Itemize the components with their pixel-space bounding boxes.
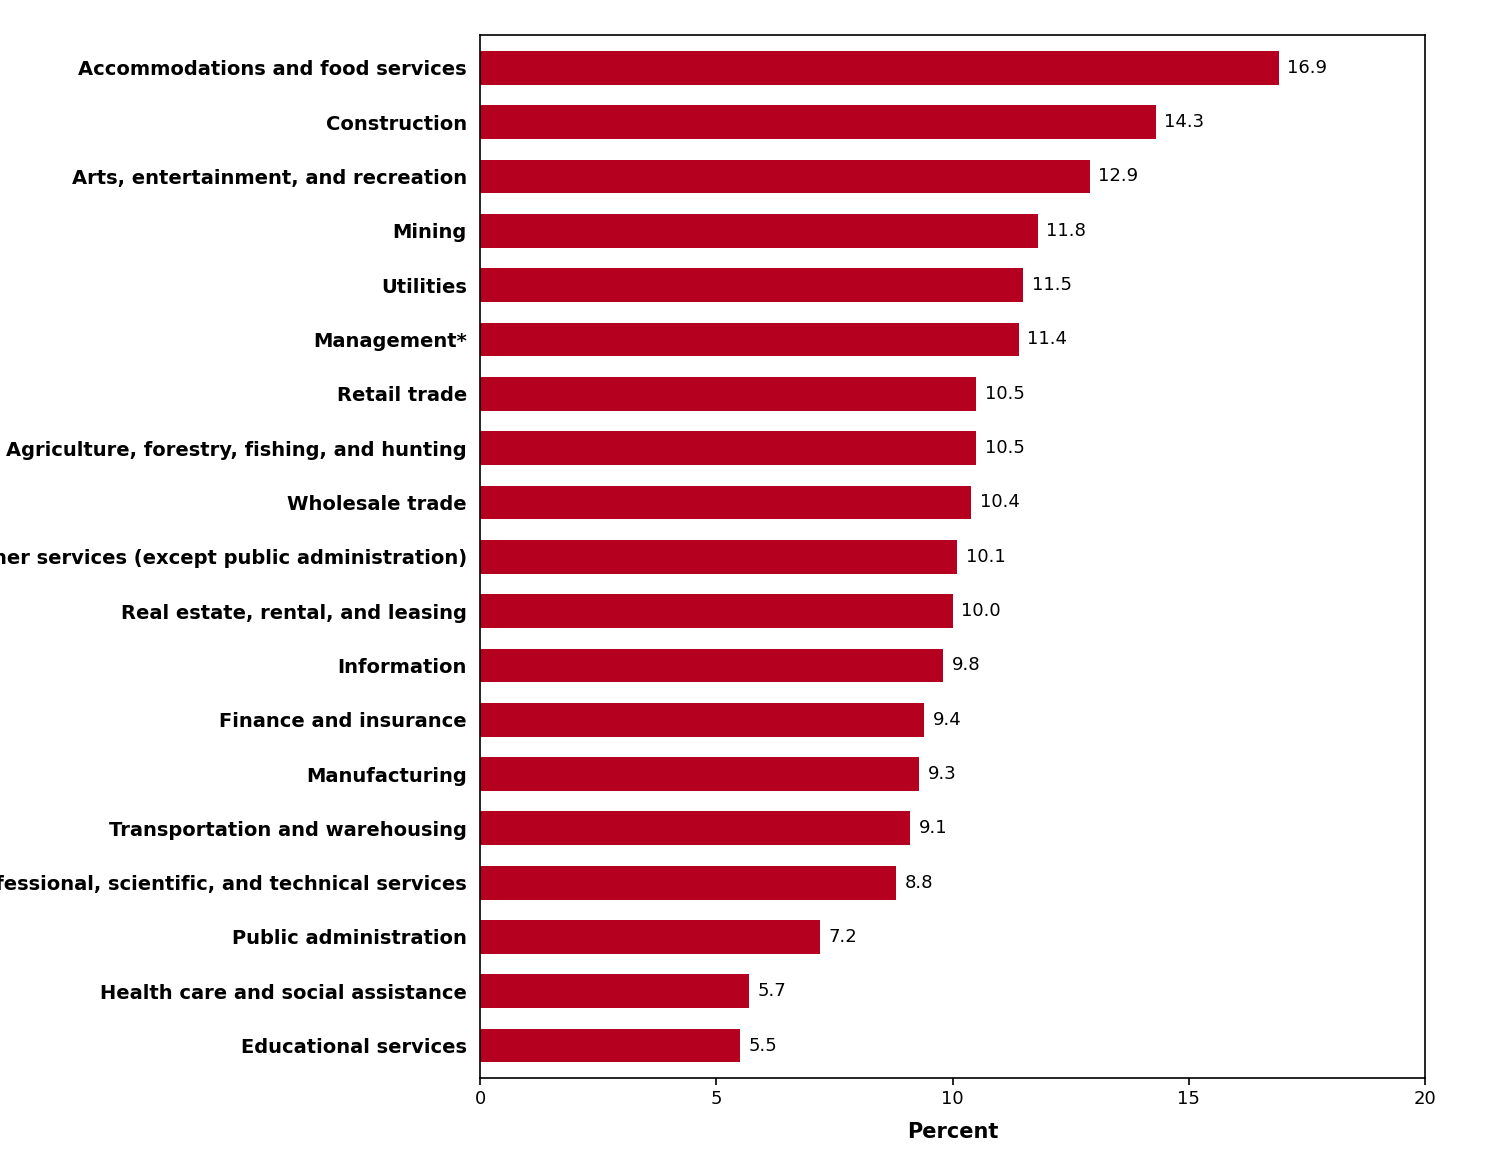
Text: 11.4: 11.4 bbox=[1028, 331, 1066, 348]
Text: 10.4: 10.4 bbox=[980, 493, 1020, 511]
Text: 8.8: 8.8 bbox=[904, 873, 933, 892]
Text: 11.5: 11.5 bbox=[1032, 277, 1072, 294]
Bar bbox=[480, 757, 920, 791]
Text: 5.5: 5.5 bbox=[748, 1037, 777, 1055]
X-axis label: Percent: Percent bbox=[908, 1122, 998, 1142]
Bar bbox=[480, 594, 952, 628]
Text: 10.0: 10.0 bbox=[962, 602, 1000, 620]
Text: 14.3: 14.3 bbox=[1164, 113, 1204, 131]
Text: 10.1: 10.1 bbox=[966, 547, 1005, 566]
Bar bbox=[480, 431, 976, 465]
Text: 5.7: 5.7 bbox=[758, 982, 786, 1001]
Text: 12.9: 12.9 bbox=[1098, 168, 1138, 185]
Bar bbox=[480, 50, 1278, 84]
Text: 16.9: 16.9 bbox=[1287, 59, 1328, 76]
Text: 9.4: 9.4 bbox=[933, 710, 962, 729]
Bar bbox=[480, 322, 1019, 356]
Bar bbox=[480, 268, 1023, 302]
Text: 10.5: 10.5 bbox=[984, 384, 1024, 403]
Bar bbox=[480, 105, 1155, 139]
Text: 11.8: 11.8 bbox=[1046, 222, 1086, 240]
Text: 9.1: 9.1 bbox=[918, 819, 946, 837]
Bar bbox=[480, 974, 750, 1008]
Text: 7.2: 7.2 bbox=[828, 928, 858, 946]
Bar bbox=[480, 485, 972, 519]
Bar bbox=[480, 214, 1038, 247]
Bar bbox=[480, 377, 976, 410]
Text: 9.8: 9.8 bbox=[951, 656, 980, 674]
Bar bbox=[480, 811, 910, 845]
Bar bbox=[480, 866, 896, 899]
Bar bbox=[480, 1029, 740, 1063]
Text: 10.5: 10.5 bbox=[984, 440, 1024, 457]
Bar bbox=[480, 540, 957, 573]
Bar bbox=[480, 159, 1089, 193]
Bar bbox=[480, 920, 820, 954]
Bar bbox=[480, 703, 924, 736]
Bar bbox=[480, 648, 944, 682]
Text: 9.3: 9.3 bbox=[928, 765, 957, 783]
